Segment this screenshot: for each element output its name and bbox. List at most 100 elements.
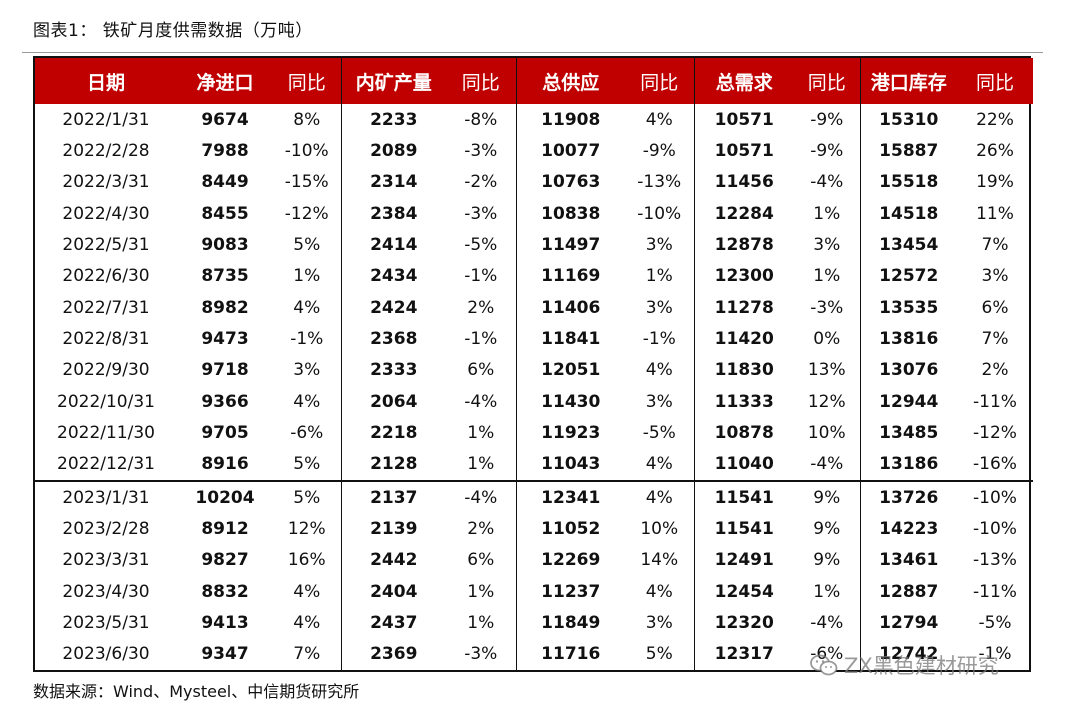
yoy-cell: -16%	[973, 454, 1017, 475]
value-cell: 2218	[340, 417, 446, 449]
header-cell: 港口库存	[859, 58, 957, 104]
yoy-cell: 4%	[293, 391, 321, 412]
table-row: 2022/6/30 8735 1% 2434 -1% 11169 1% 12300 1% 1257…	[35, 260, 1033, 292]
supply-demand-table: 日期 净进口 同比 内矿产量 同比 总供应 同比 总需求 同比 港口库存 同比 2022/1/31 9…	[35, 58, 1033, 670]
value-cell: 12491	[693, 544, 794, 576]
data-table-frame: 日期 净进口 同比 内矿产量 同比 总供应 同比 总需求 同比 港口库存 同比 2022/1/31 9…	[33, 56, 1033, 672]
value-cell: 10571	[693, 104, 794, 136]
yoy-cell: 11%	[976, 203, 1014, 224]
yoy-cell: 3%	[813, 234, 841, 255]
yoy-cell: 9%	[813, 518, 841, 539]
yoy-cell: -13%	[973, 550, 1017, 571]
yoy-cell: 5%	[293, 454, 321, 475]
date-cell: 2023/1/31	[35, 479, 177, 514]
date-cell: 2023/4/30	[62, 581, 150, 602]
value-cell: 2233	[340, 104, 446, 136]
yoy-cell: -1%	[978, 644, 1012, 665]
yoy-cell: 10%	[640, 518, 679, 539]
yoy-cell: 3%	[293, 360, 321, 381]
figure-title: 图表1： 铁矿月度供需数据（万吨）	[33, 21, 313, 41]
date-cell: 2023/5/31	[62, 612, 150, 633]
value-cell: 11043	[515, 448, 625, 481]
value-cell: 12572	[859, 260, 957, 292]
value-cell: 11430	[515, 385, 625, 418]
value-cell: 12300	[693, 260, 794, 292]
yoy-cell: -5%	[978, 612, 1012, 633]
value-cell: 13485	[859, 417, 957, 449]
table-row: 2022/9/30 9718 3% 2333 6% 12051 4% 11830 13% 1307…	[35, 354, 1033, 386]
header-cell: 总供应	[515, 58, 625, 104]
value-cell: 2414	[340, 229, 446, 261]
value-cell: 2128	[340, 448, 446, 481]
value-cell: 11406	[515, 291, 625, 324]
value-cell: 11420	[693, 323, 794, 355]
yoy-cell: 12%	[807, 391, 846, 412]
value-cell: 9473	[201, 328, 249, 349]
value-cell: 12878	[693, 229, 794, 261]
yoy-cell: -3%	[464, 203, 498, 224]
yoy-cell: 12%	[287, 518, 326, 539]
value-cell: 11849	[515, 607, 625, 639]
yoy-cell: 26%	[976, 140, 1014, 161]
header-cell: 净进口	[177, 58, 273, 104]
value-cell: 11237	[515, 575, 625, 608]
header-cell: 同比	[957, 58, 1033, 104]
value-cell: 2064	[340, 385, 446, 418]
value-cell: 9827	[201, 550, 249, 571]
yoy-cell: -15%	[284, 172, 329, 193]
yoy-cell: 3%	[645, 391, 673, 412]
value-cell: 11908	[515, 104, 625, 136]
yoy-cell: -1%	[290, 328, 324, 349]
date-cell: 2022/10/31	[57, 391, 155, 412]
value-cell: 13461	[859, 544, 957, 576]
date-cell: 2022/1/31	[62, 109, 150, 130]
date-cell: 2022/9/30	[62, 360, 150, 381]
yoy-cell: 13%	[807, 360, 846, 381]
value-cell: 2139	[340, 513, 446, 545]
value-cell: 14518	[859, 197, 957, 230]
value-cell: 11456	[693, 166, 794, 198]
yoy-cell: 5%	[273, 479, 341, 514]
date-cell: 2022/2/28	[62, 140, 150, 161]
table-row: 2022/10/31 9366 4% 2064 -4% 11430 3% 11333 12% 12…	[35, 385, 1033, 418]
yoy-cell: 1%	[813, 203, 841, 224]
value-cell: 11841	[515, 323, 625, 355]
value-cell: 15518	[859, 166, 957, 198]
table-row: 2022/3/31 8449 -15% 2314 -2% 10763 -13% 11456 -4…	[35, 166, 1033, 198]
value-cell: 11497	[515, 229, 625, 261]
date-cell: 2022/11/30	[57, 422, 155, 443]
yoy-cell: 3%	[645, 297, 673, 318]
yoy-cell: 1%	[467, 612, 495, 633]
value-cell: 12317	[693, 638, 794, 670]
value-cell: 12341	[515, 479, 625, 514]
yoy-cell: 5%	[293, 234, 321, 255]
yoy-cell: -4%	[446, 479, 516, 514]
yoy-cell: -4%	[810, 612, 844, 633]
header-cell: 同比	[625, 58, 694, 104]
value-cell: 2434	[340, 260, 446, 292]
value-cell: 15887	[859, 135, 957, 167]
yoy-cell: 3%	[645, 612, 673, 633]
value-cell: 12944	[859, 385, 957, 418]
value-cell: 11169	[515, 260, 625, 292]
watermark-text: ZX黑色建材研究	[844, 654, 999, 678]
yoy-cell: 4%	[645, 360, 673, 381]
date-cell: 2022/5/31	[62, 234, 150, 255]
value-cell: 12454	[693, 575, 794, 608]
yoy-cell: -11%	[973, 391, 1017, 412]
header-cell: 总需求	[693, 58, 794, 104]
value-cell: 2089	[340, 135, 446, 167]
value-cell: 2368	[340, 323, 446, 355]
date-cell: 2022/4/30	[62, 203, 150, 224]
yoy-cell: 2%	[467, 297, 495, 318]
value-cell: 10571	[693, 135, 794, 167]
yoy-cell: 6%	[981, 297, 1009, 318]
table-row: 2022/8/31 9473 -1% 2368 -1% 11841 -1% 11420 0% 13…	[35, 323, 1033, 355]
table-row: 2022/7/31 8982 4% 2424 2% 11406 3% 11278 -3% 1353…	[35, 291, 1033, 324]
value-cell: 12051	[515, 354, 625, 386]
yoy-cell: 6%	[467, 550, 495, 571]
yoy-cell: -12%	[973, 422, 1017, 443]
date-cell: 2023/3/31	[62, 550, 150, 571]
value-cell: 9674	[201, 109, 249, 130]
value-cell: 2384	[340, 197, 446, 230]
